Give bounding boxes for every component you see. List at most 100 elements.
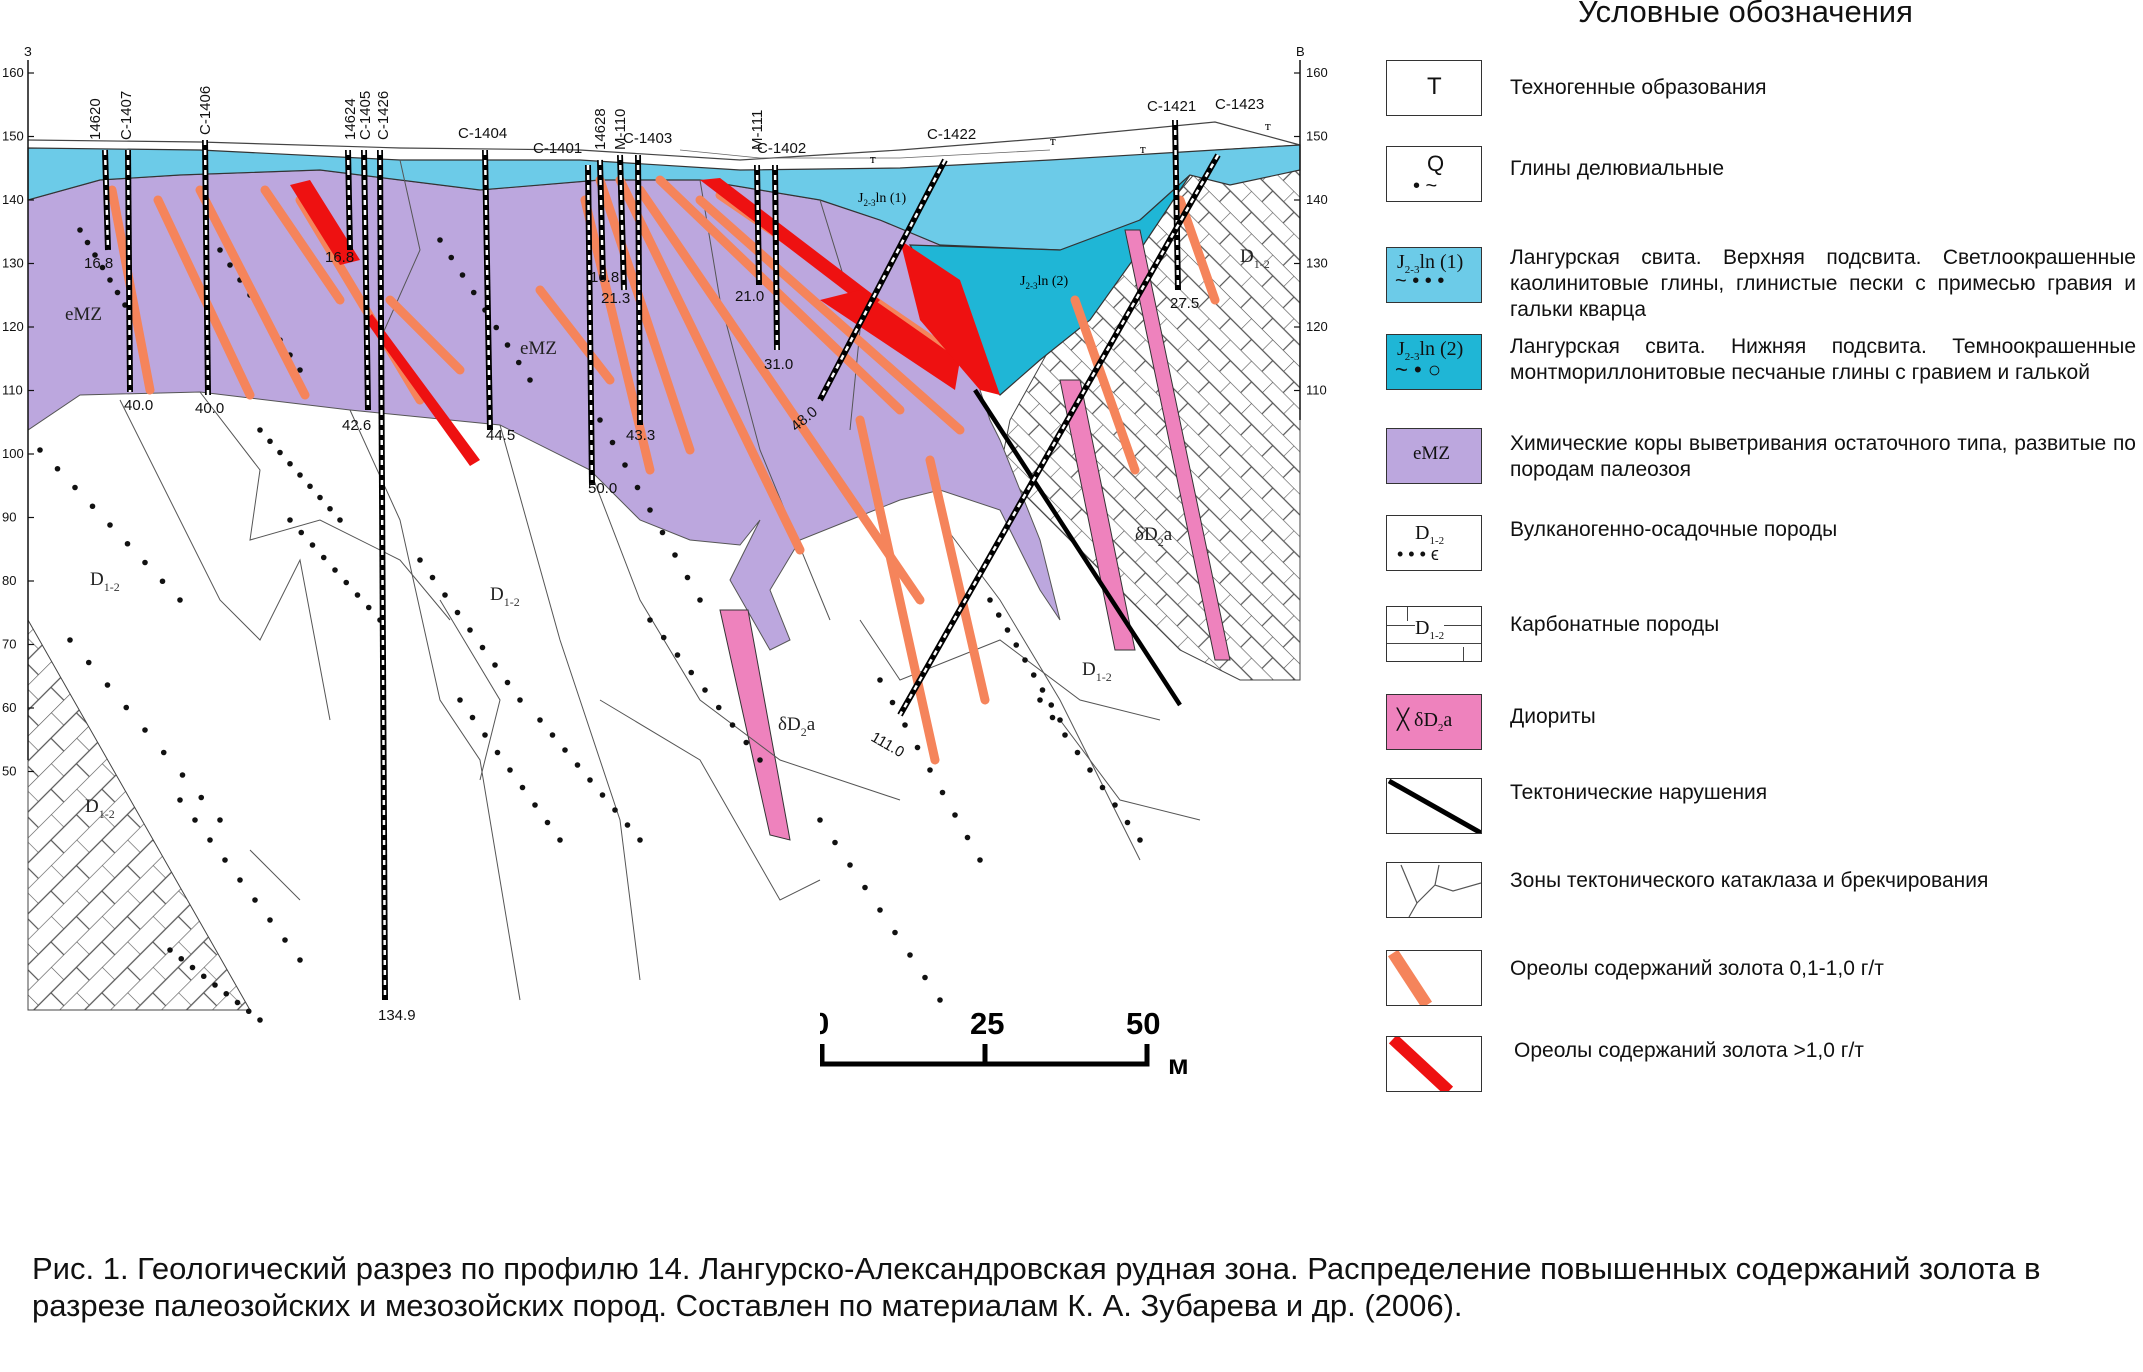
borehole-shaft-pattern — [898, 154, 1220, 716]
borehole-depth: 16.8 — [84, 255, 113, 272]
volcanic-dot — [309, 542, 316, 548]
legend-symbol: ╳ δD2a — [1386, 694, 1482, 750]
volcanic-dot — [37, 447, 43, 453]
techno-label: т — [1140, 141, 1146, 156]
borehole: C-1401 50.0 — [533, 140, 617, 497]
volcanic-dot — [178, 955, 185, 962]
left-axis: З 160 150 140 130 120 110 100 90 80 70 60 50 — [2, 44, 34, 779]
volcanic-dot — [537, 717, 543, 723]
borehole-shaft-pattern — [346, 149, 352, 251]
axis-tick-label: 100 — [2, 446, 24, 461]
borehole-depth: 31.0 — [764, 356, 793, 373]
right-axis: В 160 150 140 130 120 110 — [1294, 44, 1328, 420]
volcanic-dot — [192, 817, 198, 823]
volcanic-dot — [77, 227, 83, 233]
legend-symbol: Q • ~ — [1386, 146, 1482, 202]
axis-tick-label: 50 — [2, 764, 16, 779]
volcanic-dot — [287, 460, 293, 467]
volcanic-dot — [179, 772, 186, 778]
volcanic-dot — [417, 557, 423, 563]
boreholes: 1462016.8C-140740.0C-140640.01462416.8C-… — [84, 86, 1264, 1024]
upper-jln-label: J2-3ln (1) — [858, 191, 907, 208]
volcanic-dot — [1124, 819, 1131, 826]
volcanic-dot — [207, 837, 213, 843]
volcanic-dot — [977, 857, 983, 863]
borehole-name: M-110 — [612, 109, 629, 150]
legend-symbol: Т — [1386, 60, 1482, 116]
volcanic-dot — [937, 997, 943, 1003]
axis-tick-label: 160 — [1306, 65, 1328, 80]
volcanic-dot — [327, 505, 333, 512]
volcanic-dot — [437, 237, 443, 243]
volcanic-dot — [939, 789, 946, 796]
borehole-name: C-1422 — [927, 126, 976, 143]
volcanic-dot — [104, 682, 111, 688]
axis-tick-label: 110 — [2, 383, 23, 398]
legend-symbol: J2-3ln (1) ~ • • • — [1386, 247, 1482, 303]
volcanic-dot — [442, 592, 448, 598]
techno-label: т — [1265, 118, 1271, 133]
borehole-name: C-1403 — [623, 130, 672, 147]
volcanic-dot — [317, 494, 323, 501]
volcanic-dot — [200, 973, 207, 980]
volcanic-dot — [562, 747, 568, 753]
borehole-shaft — [202, 139, 211, 396]
volcanic-dot — [504, 679, 511, 686]
volcanic-dot — [124, 540, 131, 547]
borehole-depth: 42.6 — [342, 417, 371, 434]
scale-label-50: 50 — [1126, 1006, 1160, 1041]
tectonic-faults — [973, 388, 1182, 707]
volcanic-dot — [252, 897, 258, 903]
borehole: 14620 16.8 — [84, 98, 113, 272]
volcanic-dot — [557, 837, 563, 843]
borehole: C-1407 40.0 — [118, 91, 153, 414]
volcanic-dot — [647, 507, 653, 513]
volcanic-dot — [237, 877, 243, 883]
volcanic-dot — [84, 239, 91, 246]
volcanic-dot — [99, 264, 106, 271]
d12-label: D1-2 — [1240, 246, 1270, 271]
d12-label: D1-2 — [490, 584, 520, 609]
diorite-dyke — [719, 609, 791, 841]
volcanic-dot — [298, 529, 305, 536]
borehole-depth: 16.8 — [325, 249, 354, 266]
volcanic-dot — [307, 483, 313, 490]
borehole: C-1404 44.5 — [458, 125, 515, 444]
volcanic-dot — [92, 252, 98, 258]
volcanic-dot — [114, 289, 121, 296]
volcanic-dot — [159, 578, 166, 585]
volcanic-dot — [448, 254, 455, 261]
volcanic-dot — [457, 697, 463, 703]
volcanic-dot — [507, 767, 513, 773]
axis-tick-label: 140 — [2, 192, 24, 207]
volcanic-dot — [429, 574, 436, 581]
scale-unit: м — [1168, 1049, 1189, 1080]
volcanic-dot — [597, 417, 603, 423]
borehole: C-1421 27.5 — [1147, 98, 1199, 312]
figure-caption: Рис. 1. Геологический разрез по профилю … — [32, 1251, 2041, 1323]
axis-tick-label: 70 — [2, 637, 16, 652]
volcanic-dot — [1137, 837, 1143, 843]
volcanic-dot — [337, 517, 343, 523]
borehole-depth: 21.3 — [601, 290, 630, 307]
volcanic-dot — [544, 819, 551, 826]
legend-symbol — [1386, 950, 1482, 1006]
techno-label: т — [1050, 133, 1056, 148]
volcanic-dot — [715, 704, 722, 711]
legend-text: Глины делювиальные — [1510, 157, 1725, 180]
borehole: M-110 21.3 — [601, 109, 630, 307]
borehole-shaft-pattern — [1173, 119, 1180, 291]
volcanic-dot — [515, 359, 522, 366]
volcanic-dot — [234, 999, 241, 1006]
legend-title: Условные обозначения — [1578, 0, 1913, 29]
techno-label: т — [870, 151, 876, 166]
borehole-shaft-pattern — [773, 164, 779, 351]
legend-symbol: eMZ — [1386, 428, 1482, 484]
volcanic-dot — [107, 522, 113, 528]
borehole-name: C-1402 — [757, 140, 806, 157]
legend-text: Химические коры выветривания остаточного… — [1510, 432, 2136, 481]
borehole-depth: 16.8 — [590, 269, 619, 286]
volcanic-dot — [1112, 802, 1118, 808]
borehole-shaft-pattern — [755, 164, 761, 286]
axis-tick-label: 60 — [2, 700, 16, 715]
